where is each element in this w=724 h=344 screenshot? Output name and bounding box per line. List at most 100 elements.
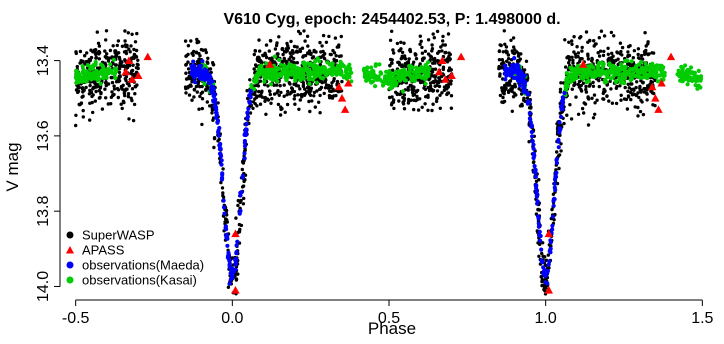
superwasp-point	[498, 93, 503, 98]
legend-label: observations(Kasai)	[82, 273, 197, 288]
maeda-point	[548, 240, 554, 245]
superwasp-point	[587, 84, 592, 88]
superwasp-point	[619, 49, 623, 54]
superwasp-point	[298, 47, 302, 52]
kasai-point	[571, 72, 577, 77]
superwasp-point	[435, 96, 439, 100]
superwasp-point	[502, 99, 507, 104]
maeda-point	[238, 190, 243, 195]
maeda-point	[248, 90, 253, 95]
superwasp-point	[522, 98, 526, 102]
maeda-point	[222, 211, 227, 216]
superwasp-point	[387, 95, 392, 100]
maeda-point	[221, 198, 226, 203]
superwasp-point	[625, 107, 630, 111]
superwasp-point	[497, 49, 502, 54]
superwasp-point	[97, 96, 102, 100]
superwasp-point	[270, 97, 274, 101]
superwasp-point	[626, 94, 631, 98]
superwasp-point	[81, 60, 85, 64]
kasai-point	[108, 62, 113, 67]
superwasp-point	[563, 38, 567, 42]
superwasp-point	[413, 53, 418, 57]
superwasp-point	[334, 93, 338, 98]
superwasp-point	[501, 91, 505, 95]
superwasp-point	[195, 90, 199, 94]
superwasp-point	[210, 111, 214, 115]
superwasp-point	[327, 93, 332, 98]
superwasp-point	[282, 56, 286, 61]
legend-marker-observations-kasai	[66, 276, 74, 284]
superwasp-point	[641, 112, 646, 117]
kasai-point	[347, 62, 352, 67]
superwasp-point	[81, 115, 86, 119]
kasai-point	[617, 76, 622, 81]
superwasp-point	[292, 89, 297, 94]
superwasp-point	[644, 48, 648, 53]
superwasp-point	[435, 83, 439, 88]
kasai-point	[641, 71, 647, 76]
superwasp-point	[326, 83, 331, 88]
superwasp-point	[606, 46, 610, 50]
superwasp-point	[500, 58, 504, 62]
superwasp-point	[237, 229, 242, 234]
superwasp-point	[288, 51, 293, 56]
maeda-point	[551, 203, 556, 208]
superwasp-point	[112, 87, 117, 91]
superwasp-point	[116, 95, 121, 100]
maeda-point	[539, 258, 544, 263]
superwasp-point	[131, 63, 135, 67]
superwasp-point	[512, 45, 516, 49]
maeda-point	[207, 80, 212, 85]
superwasp-point	[117, 70, 122, 75]
superwasp-point	[405, 61, 409, 65]
kasai-point	[602, 80, 608, 85]
kasai-point	[325, 70, 330, 75]
kasai-point	[589, 70, 594, 75]
superwasp-point	[290, 90, 294, 94]
superwasp-point	[279, 90, 283, 95]
maeda-point	[235, 239, 240, 244]
superwasp-point	[498, 72, 502, 76]
superwasp-point	[626, 82, 630, 87]
superwasp-point	[124, 78, 128, 83]
superwasp-point	[291, 60, 295, 64]
superwasp-point	[96, 41, 101, 45]
kasai-point	[409, 78, 414, 83]
kasai-point	[330, 61, 335, 66]
kasai-point	[79, 79, 84, 84]
superwasp-point	[420, 58, 425, 63]
superwasp-point	[282, 94, 286, 99]
superwasp-point	[74, 123, 78, 128]
superwasp-point	[564, 65, 568, 69]
superwasp-point	[426, 93, 430, 98]
superwasp-point	[251, 106, 255, 111]
maeda-point	[191, 59, 196, 64]
superwasp-point	[129, 44, 133, 48]
superwasp-point	[324, 40, 329, 44]
superwasp-point	[420, 45, 424, 50]
kasai-point	[662, 70, 667, 75]
superwasp-point	[406, 86, 410, 90]
superwasp-point	[498, 43, 502, 47]
superwasp-point	[620, 53, 624, 57]
maeda-point	[515, 62, 520, 67]
maeda-point	[219, 177, 225, 182]
superwasp-point	[448, 52, 452, 57]
superwasp-point	[430, 108, 434, 113]
kasai-point	[605, 72, 610, 77]
superwasp-point	[542, 285, 547, 289]
superwasp-point	[289, 39, 293, 44]
apass-point	[579, 60, 588, 68]
superwasp-point	[76, 89, 81, 94]
superwasp-point	[275, 83, 279, 87]
superwasp-point	[186, 76, 190, 81]
superwasp-point	[267, 49, 271, 53]
y-axis-ticks: 13.4 13.6 13.8 14.0	[35, 45, 60, 302]
maeda-point	[218, 146, 223, 151]
superwasp-point	[596, 51, 600, 55]
superwasp-point	[559, 81, 563, 85]
superwasp-point	[431, 32, 435, 36]
maeda-point	[242, 151, 247, 156]
superwasp-point	[200, 122, 204, 127]
